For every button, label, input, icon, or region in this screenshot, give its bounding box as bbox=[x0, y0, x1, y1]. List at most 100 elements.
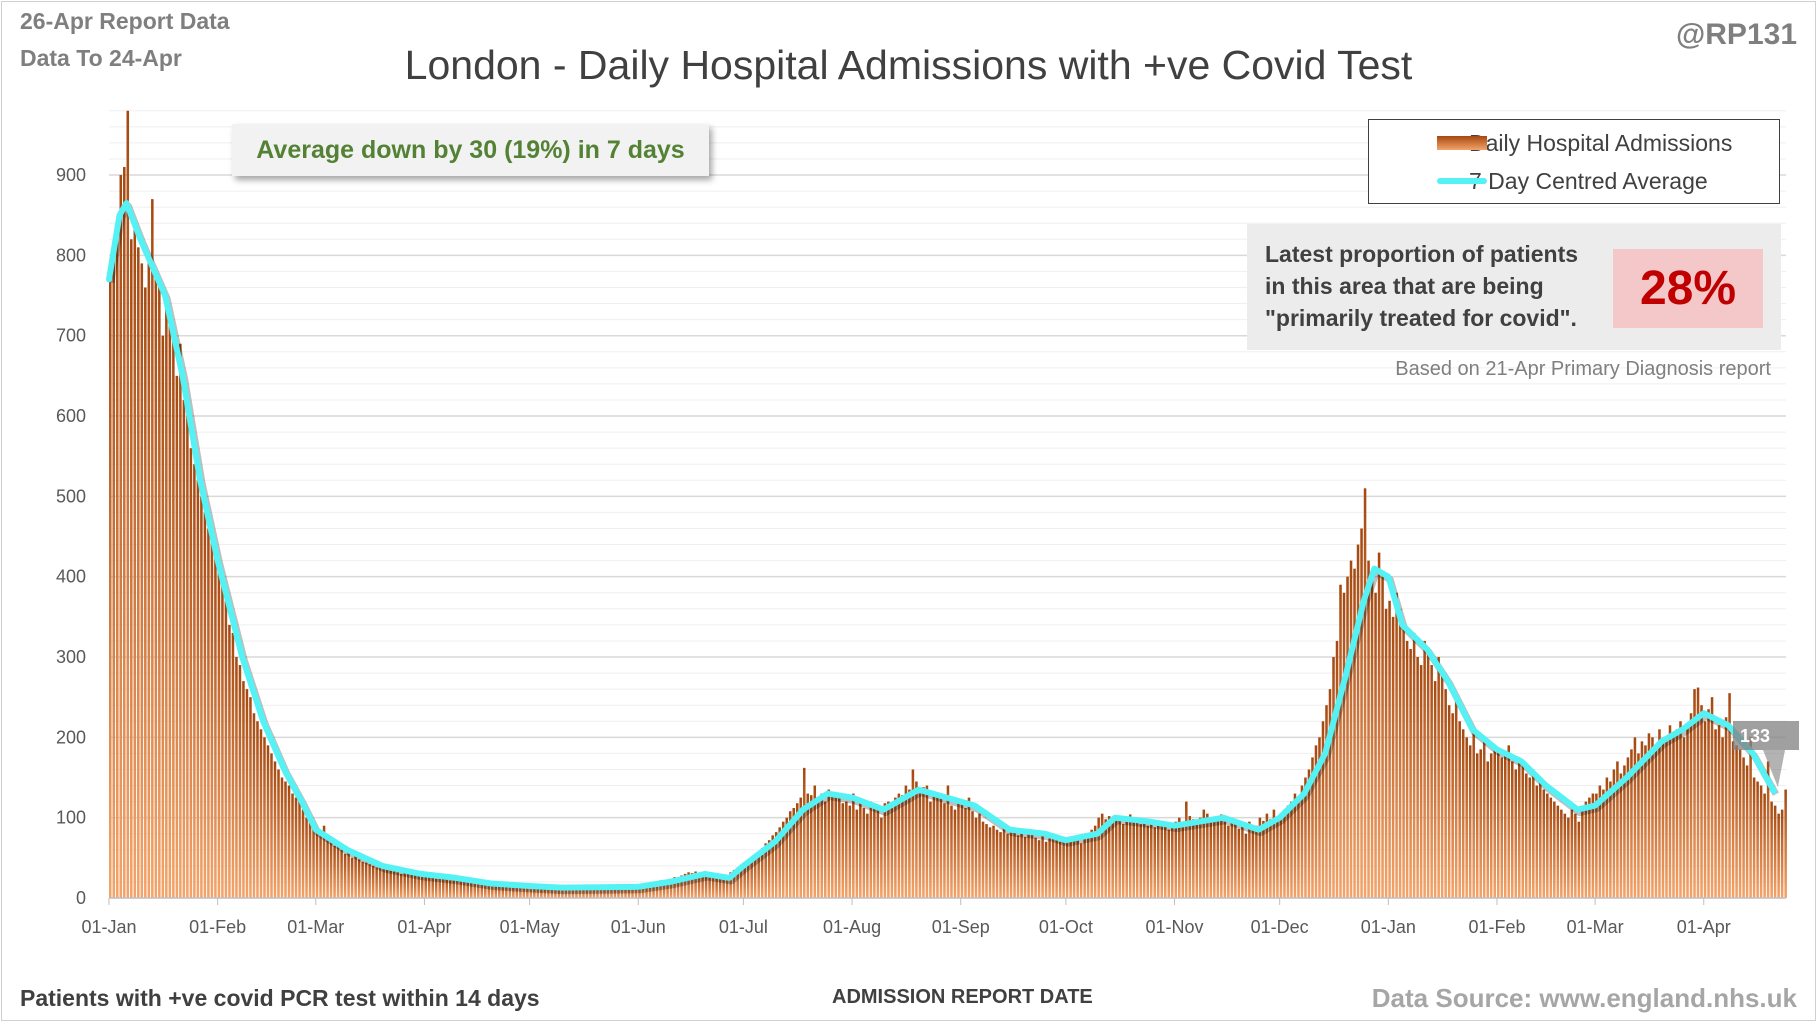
bar bbox=[1503, 753, 1507, 898]
bar bbox=[1707, 709, 1710, 898]
bar bbox=[284, 781, 287, 898]
bar bbox=[1616, 761, 1619, 898]
bar bbox=[1475, 753, 1479, 898]
bar bbox=[1749, 737, 1752, 898]
bar bbox=[399, 873, 403, 898]
bar bbox=[1009, 829, 1013, 898]
bar bbox=[834, 791, 838, 898]
bar bbox=[743, 864, 746, 898]
bar bbox=[757, 851, 760, 898]
bar bbox=[340, 849, 343, 898]
bar bbox=[1199, 817, 1202, 898]
bar bbox=[680, 875, 683, 898]
bar bbox=[1044, 841, 1048, 898]
bar bbox=[1496, 749, 1500, 898]
bar bbox=[781, 821, 785, 898]
bar bbox=[1770, 801, 1773, 898]
bar bbox=[1202, 809, 1206, 898]
bar bbox=[1100, 813, 1104, 898]
bar bbox=[946, 785, 950, 898]
bar bbox=[1651, 737, 1654, 898]
bar bbox=[1693, 689, 1696, 898]
proportion-panel: Latest proportion of patients in this ar… bbox=[1247, 224, 1781, 350]
bar bbox=[785, 817, 788, 898]
bar bbox=[459, 881, 463, 898]
bar bbox=[448, 880, 452, 898]
bar bbox=[326, 837, 329, 898]
bar bbox=[1125, 820, 1128, 898]
bar bbox=[1269, 819, 1272, 898]
bar bbox=[1525, 773, 1528, 898]
bar bbox=[200, 496, 203, 898]
bar bbox=[487, 884, 491, 898]
bar bbox=[189, 448, 193, 898]
bar bbox=[1069, 841, 1072, 898]
bar bbox=[540, 888, 543, 898]
bar bbox=[655, 881, 659, 898]
bar bbox=[1304, 777, 1307, 898]
bar bbox=[1738, 749, 1742, 898]
bar bbox=[869, 801, 873, 898]
bar bbox=[210, 536, 214, 898]
bar bbox=[147, 255, 151, 899]
bar bbox=[1195, 821, 1199, 898]
bar bbox=[669, 878, 673, 898]
bar bbox=[347, 851, 350, 898]
y-tick-label: 400 bbox=[56, 567, 86, 587]
bar bbox=[273, 761, 277, 898]
bar bbox=[806, 793, 810, 898]
bar bbox=[736, 867, 739, 898]
bar bbox=[1248, 821, 1251, 898]
bar bbox=[1062, 837, 1065, 898]
bar bbox=[788, 811, 792, 898]
x-tick-label: 01-Nov bbox=[1146, 917, 1204, 937]
bar bbox=[964, 808, 967, 898]
report-date-label: 26-Apr Report Data bbox=[20, 8, 230, 34]
bar bbox=[1185, 801, 1188, 898]
bar bbox=[1135, 817, 1139, 898]
bar bbox=[1402, 624, 1405, 898]
bar bbox=[1521, 765, 1525, 898]
bar bbox=[571, 888, 575, 898]
bar bbox=[1213, 817, 1216, 898]
bar bbox=[291, 793, 294, 898]
bar bbox=[1731, 741, 1735, 898]
bar-swatch-icon bbox=[1437, 136, 1487, 150]
bar bbox=[978, 813, 981, 898]
bar bbox=[848, 805, 852, 898]
bar bbox=[1290, 801, 1293, 898]
bar bbox=[1111, 821, 1114, 898]
x-tick-label: 01-May bbox=[500, 917, 560, 937]
bar bbox=[1700, 705, 1703, 898]
bar bbox=[203, 512, 207, 898]
bar bbox=[1689, 713, 1693, 898]
bar bbox=[1086, 835, 1090, 898]
bar bbox=[1398, 608, 1402, 898]
x-tick-label: 01-Sep bbox=[932, 917, 990, 937]
bar bbox=[568, 886, 571, 898]
bar bbox=[1051, 833, 1055, 898]
bar bbox=[1654, 749, 1658, 898]
bar bbox=[1412, 632, 1416, 898]
bar bbox=[133, 223, 137, 898]
bar bbox=[575, 887, 578, 898]
x-tick-label: 01-Jun bbox=[611, 917, 666, 937]
bar bbox=[1367, 560, 1370, 898]
bar bbox=[368, 864, 371, 898]
bar bbox=[522, 885, 526, 898]
bar bbox=[1356, 544, 1360, 898]
bar bbox=[1612, 769, 1616, 898]
bar bbox=[1370, 576, 1374, 898]
bar bbox=[764, 843, 767, 898]
bar bbox=[1188, 816, 1192, 898]
bar bbox=[1458, 721, 1461, 898]
bar bbox=[890, 808, 894, 898]
bar bbox=[1325, 705, 1328, 898]
bar bbox=[1595, 793, 1598, 898]
bar bbox=[1118, 819, 1121, 898]
bar bbox=[795, 803, 799, 898]
y-tick-label: 200 bbox=[56, 727, 86, 747]
x-tick-label: 01-Feb bbox=[1468, 917, 1525, 937]
bar bbox=[1055, 840, 1058, 898]
bar bbox=[1665, 737, 1668, 898]
